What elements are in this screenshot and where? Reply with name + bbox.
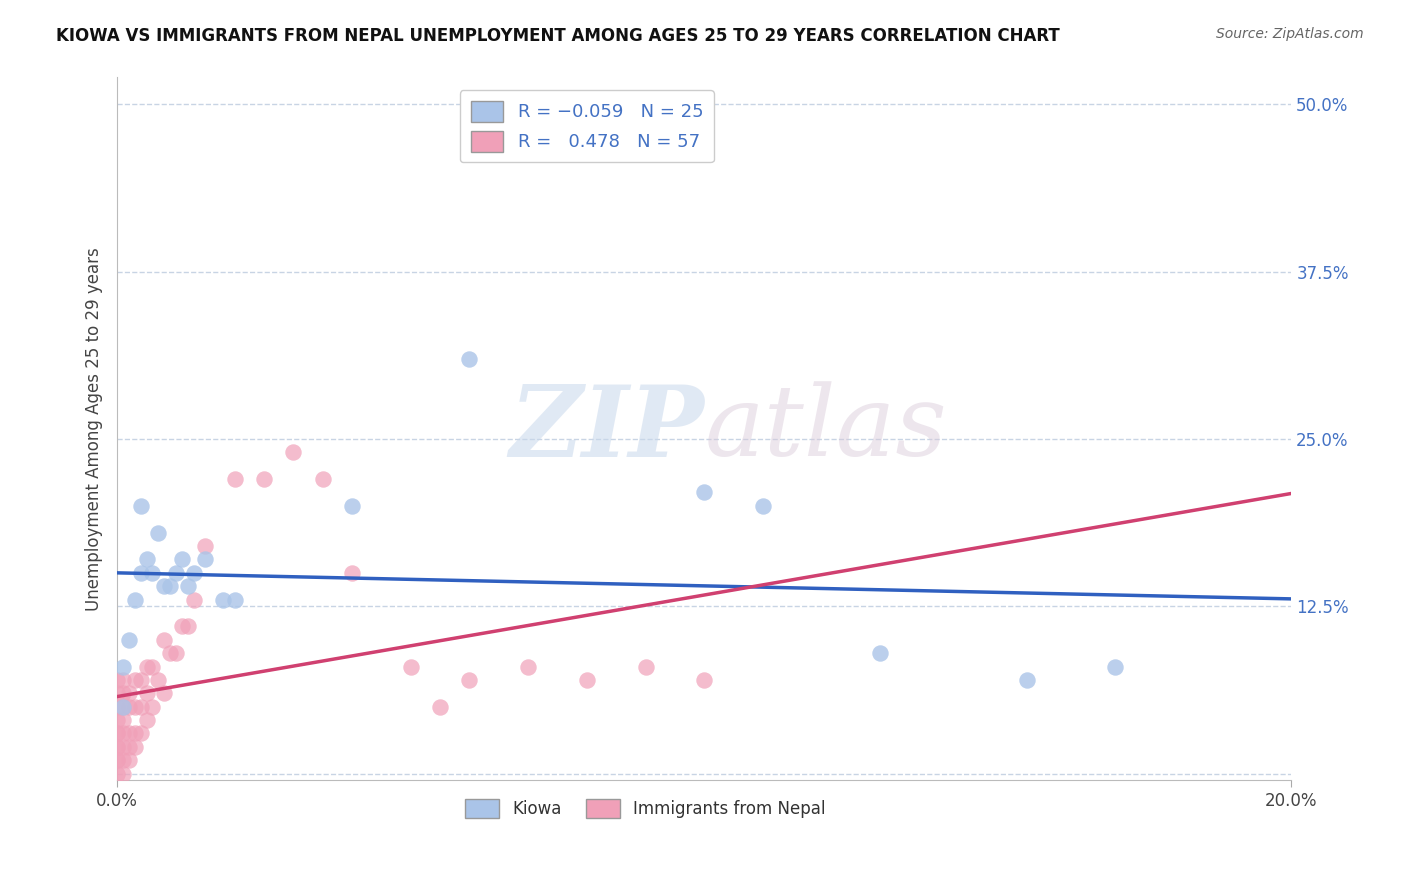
Point <box>458 673 481 687</box>
Point <box>112 713 135 727</box>
Point <box>124 699 146 714</box>
Point <box>159 579 181 593</box>
Point <box>105 753 128 767</box>
Text: KIOWA VS IMMIGRANTS FROM NEPAL UNEMPLOYMENT AMONG AGES 25 TO 29 YEARS CORRELATIO: KIOWA VS IMMIGRANTS FROM NEPAL UNEMPLOYM… <box>56 27 1060 45</box>
Legend: Kiowa, Immigrants from Nepal: Kiowa, Immigrants from Nepal <box>458 792 832 825</box>
Point <box>112 699 135 714</box>
Point <box>124 739 146 754</box>
Point <box>112 726 135 740</box>
Point <box>1104 659 1126 673</box>
Point <box>135 686 157 700</box>
Point <box>170 619 193 633</box>
Point <box>129 726 152 740</box>
Point <box>118 739 141 754</box>
Point <box>165 646 187 660</box>
Point <box>112 686 135 700</box>
Point <box>112 673 135 687</box>
Point <box>148 525 170 540</box>
Point <box>194 552 217 566</box>
Point <box>283 445 305 459</box>
Point <box>311 472 333 486</box>
Point <box>135 659 157 673</box>
Point <box>118 686 141 700</box>
Point <box>112 739 135 754</box>
Point <box>135 552 157 566</box>
Point <box>112 659 135 673</box>
Point <box>141 699 163 714</box>
Point <box>112 699 135 714</box>
Point <box>112 753 135 767</box>
Point <box>129 673 152 687</box>
Text: atlas: atlas <box>704 381 948 476</box>
Point <box>869 646 891 660</box>
Point <box>159 646 181 660</box>
Point <box>129 499 152 513</box>
Text: ZIP: ZIP <box>509 381 704 477</box>
Point <box>212 592 235 607</box>
Point <box>118 726 141 740</box>
Point <box>105 699 128 714</box>
Point <box>124 673 146 687</box>
Point <box>118 753 141 767</box>
Point <box>458 351 481 366</box>
Point <box>118 632 141 647</box>
Point <box>129 566 152 580</box>
Point <box>105 726 128 740</box>
Point <box>693 485 716 500</box>
Point <box>105 739 128 754</box>
Point <box>194 539 217 553</box>
Point <box>340 566 363 580</box>
Text: Source: ZipAtlas.com: Source: ZipAtlas.com <box>1216 27 1364 41</box>
Point <box>124 726 146 740</box>
Point <box>105 673 128 687</box>
Point <box>105 713 128 727</box>
Point <box>575 673 598 687</box>
Point <box>183 566 205 580</box>
Point <box>112 766 135 780</box>
Point <box>1017 673 1039 687</box>
Point <box>153 686 176 700</box>
Point <box>153 579 176 593</box>
Point <box>118 699 141 714</box>
Point <box>176 619 198 633</box>
Point <box>148 673 170 687</box>
Point <box>135 713 157 727</box>
Point <box>141 659 163 673</box>
Point <box>224 472 246 486</box>
Point <box>105 766 128 780</box>
Point <box>105 686 128 700</box>
Point <box>153 632 176 647</box>
Point <box>170 552 193 566</box>
Point <box>634 659 657 673</box>
Point <box>105 726 128 740</box>
Point <box>176 579 198 593</box>
Point <box>517 659 540 673</box>
Point <box>105 753 128 767</box>
Point <box>129 699 152 714</box>
Point <box>399 659 422 673</box>
Point <box>105 739 128 754</box>
Point <box>752 499 775 513</box>
Point <box>124 592 146 607</box>
Point <box>340 499 363 513</box>
Point <box>183 592 205 607</box>
Point <box>429 699 451 714</box>
Point <box>253 472 276 486</box>
Point <box>141 566 163 580</box>
Point <box>693 673 716 687</box>
Point <box>165 566 187 580</box>
Point <box>224 592 246 607</box>
Y-axis label: Unemployment Among Ages 25 to 29 years: Unemployment Among Ages 25 to 29 years <box>86 247 103 611</box>
